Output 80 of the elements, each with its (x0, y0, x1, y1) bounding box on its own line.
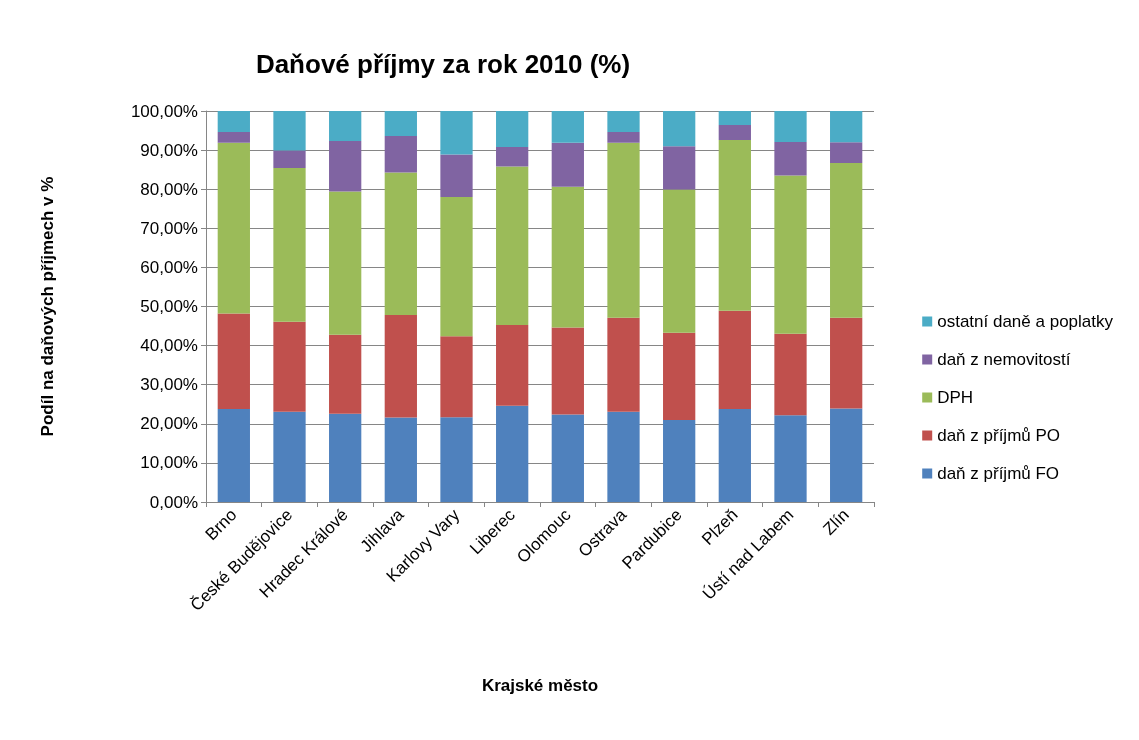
bar (663, 189, 696, 333)
bar (440, 111, 473, 155)
bar (774, 175, 807, 334)
bar (830, 317, 863, 409)
bar (496, 405, 529, 502)
y-tick-label: 10,00% (140, 453, 198, 473)
bar (440, 417, 473, 502)
bar (718, 139, 751, 311)
bar (774, 111, 807, 142)
y-tick-label: 0,00% (149, 492, 198, 512)
bar (273, 150, 306, 169)
x-tick-label: Zlín (819, 505, 853, 539)
bar (718, 408, 751, 502)
bar (830, 163, 863, 318)
bar (217, 313, 250, 409)
bar (329, 413, 362, 502)
y-tick-label: 90,00% (140, 140, 198, 160)
bar (273, 111, 306, 151)
y-tick-label: 80,00% (140, 179, 198, 199)
bar (329, 191, 362, 335)
legend-label: daň z příjmů PO (937, 426, 1061, 445)
bar (329, 111, 362, 142)
bar (329, 334, 362, 414)
y-tick-label: 40,00% (140, 336, 198, 356)
bar (217, 132, 250, 143)
y-tick-label: 20,00% (140, 414, 198, 434)
bar (551, 327, 584, 415)
bar (663, 146, 696, 190)
y-axis-title: Podíl na daňových příjmech v % (38, 176, 57, 437)
bar (830, 111, 863, 143)
bar (329, 141, 362, 192)
bar (607, 132, 640, 143)
bar (384, 315, 417, 418)
bar (273, 321, 306, 412)
bar (663, 111, 696, 147)
bar (217, 408, 250, 502)
bar (607, 317, 640, 412)
bar (718, 310, 751, 409)
y-tick-label: 50,00% (140, 297, 198, 316)
bar (384, 136, 417, 173)
bar (607, 142, 640, 318)
bar (384, 417, 417, 502)
bar (273, 411, 306, 502)
y-tick-label: 100,00% (130, 101, 198, 121)
bar (774, 415, 807, 502)
bar (496, 324, 529, 406)
bar (217, 142, 250, 314)
bar (551, 111, 584, 143)
x-axis-title: Krajské město (481, 676, 599, 695)
bar (384, 172, 417, 316)
bar (440, 154, 473, 198)
bar (384, 111, 417, 137)
bar (496, 111, 529, 147)
bar (217, 111, 250, 133)
bar (718, 125, 751, 140)
legend-label: daň z nemovitostí (937, 350, 1071, 369)
bar (496, 166, 529, 325)
bar (496, 146, 529, 167)
bar (830, 142, 863, 163)
bar (551, 414, 584, 502)
y-tick-label: 30,00% (140, 375, 198, 395)
bar (273, 168, 306, 322)
bar (440, 197, 473, 337)
bar (440, 336, 473, 418)
chart-title: Daňové příjmy za rok 2010 (%) (255, 49, 631, 79)
bar (551, 186, 584, 328)
bar (607, 111, 640, 133)
bar (774, 141, 807, 176)
legend-label: ostatní daně a poplatky (937, 312, 1114, 331)
bar (830, 408, 863, 502)
bar (718, 111, 751, 126)
legend-label: DPH (937, 388, 974, 407)
y-tick-label: 70,00% (140, 218, 198, 238)
y-tick-label: 60,00% (140, 257, 198, 277)
bar (663, 419, 696, 502)
legend-label: daň z příjmů FO (937, 464, 1060, 483)
bar (607, 411, 640, 502)
bar (774, 333, 807, 416)
bar (663, 332, 696, 420)
bar (551, 142, 584, 187)
